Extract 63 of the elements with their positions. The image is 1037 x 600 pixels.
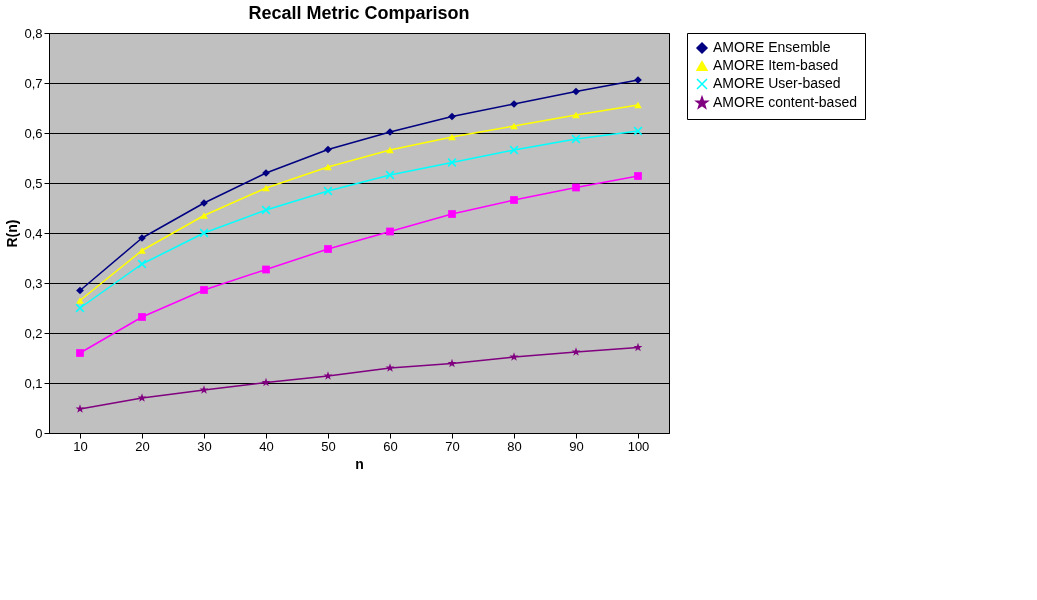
y-tick-label: 0,8 xyxy=(24,25,43,41)
x-tick-label: 100 xyxy=(627,438,650,454)
legend-label: AMORE User-based xyxy=(713,75,841,91)
point xyxy=(75,303,85,313)
point xyxy=(509,352,519,361)
point xyxy=(448,210,456,218)
point xyxy=(76,349,84,357)
point xyxy=(386,227,394,236)
point xyxy=(137,393,147,402)
point xyxy=(262,265,270,274)
point xyxy=(510,196,518,204)
x-tick-label: 70 xyxy=(445,438,460,454)
y-tick-label: 0,7 xyxy=(24,75,43,91)
point xyxy=(447,358,457,368)
x-tick-label: 60 xyxy=(383,438,398,454)
chart-title: Recall Metric Comparison xyxy=(248,3,470,23)
point xyxy=(76,297,84,304)
x-tick-label: 40 xyxy=(259,438,274,454)
y-tick-label: 0 xyxy=(35,425,43,441)
point xyxy=(199,228,209,238)
x-tick-label: 30 xyxy=(197,438,212,454)
point xyxy=(261,377,271,387)
point xyxy=(385,363,395,372)
y-axis-title: R(n) xyxy=(4,219,21,248)
point xyxy=(447,157,457,168)
point xyxy=(200,212,208,219)
x-tick-label: 90 xyxy=(569,438,584,454)
point xyxy=(509,145,519,155)
point xyxy=(138,313,146,321)
point xyxy=(324,245,332,253)
y-tick-label: 0,1 xyxy=(24,375,43,391)
point xyxy=(385,170,395,180)
y-tick-label: 0,4 xyxy=(24,225,43,241)
point xyxy=(448,112,456,121)
point xyxy=(571,134,581,144)
point xyxy=(571,347,581,356)
point xyxy=(323,371,333,380)
y-tick-label: 0,3 xyxy=(24,275,43,291)
x-tick-label: 10 xyxy=(73,438,88,454)
point xyxy=(633,342,643,352)
x-tick-label: 50 xyxy=(321,438,336,454)
point xyxy=(137,259,147,269)
point xyxy=(261,205,271,215)
point xyxy=(138,247,146,254)
x-tick-label: 80 xyxy=(507,438,522,454)
point xyxy=(200,286,208,294)
point xyxy=(634,172,642,180)
point xyxy=(75,404,85,413)
point xyxy=(199,385,209,394)
y-tick-label: 0,2 xyxy=(24,325,43,341)
x-tick-label: 20 xyxy=(135,438,150,454)
x-axis-title: n xyxy=(355,455,364,472)
point xyxy=(633,126,643,136)
point xyxy=(572,87,580,96)
point xyxy=(323,186,333,196)
legend-label: AMORE Item-based xyxy=(713,57,839,73)
y-tick-label: 0,6 xyxy=(24,125,43,141)
legend-label: AMORE Ensemble xyxy=(713,39,831,55)
y-tick-label: 0,5 xyxy=(24,175,43,191)
point xyxy=(76,286,84,295)
point xyxy=(572,183,580,192)
point xyxy=(324,145,332,154)
legend-label: AMORE content-based xyxy=(713,94,857,110)
